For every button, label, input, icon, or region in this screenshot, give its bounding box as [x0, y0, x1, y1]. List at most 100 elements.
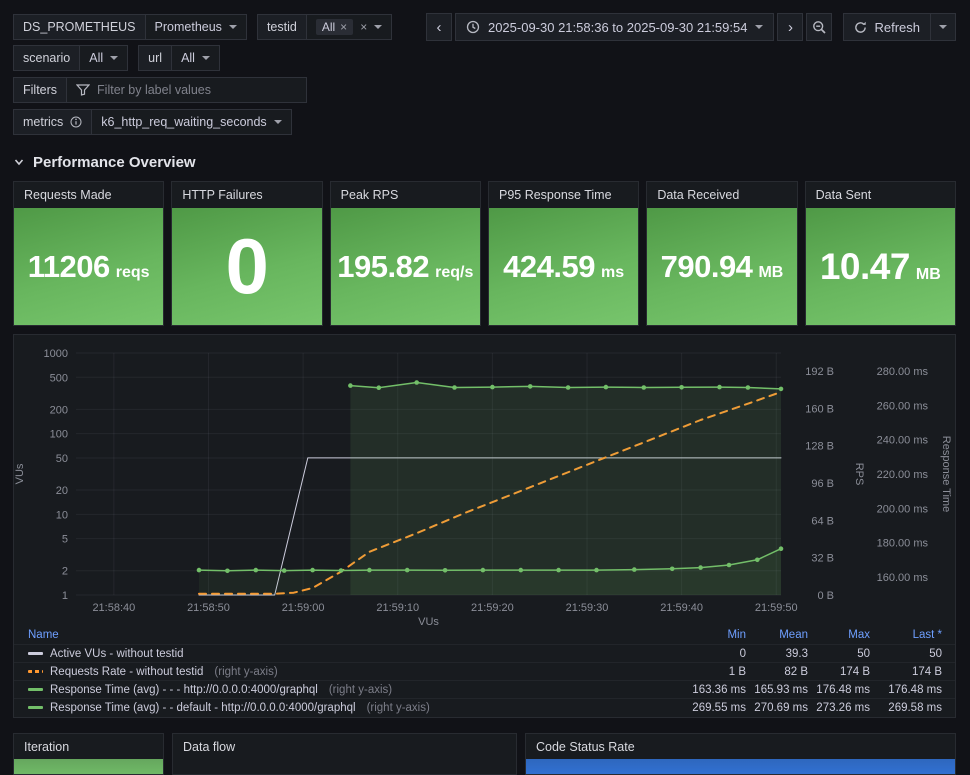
datasource-value: Prometheus [154, 20, 222, 34]
series-name: Response Time (avg) - - default - http:/… [50, 701, 356, 714]
svg-text:5: 5 [62, 534, 68, 546]
svg-text:260.00 ms: 260.00 ms [877, 400, 929, 412]
svg-text:128 B: 128 B [805, 441, 834, 453]
stat-panel-data-sent: Data Sent 10.47 MB [804, 181, 956, 326]
svg-text:200.00 ms: 200.00 ms [877, 503, 929, 515]
clear-all-icon[interactable]: × [360, 20, 368, 34]
svg-text:20: 20 [56, 485, 68, 497]
svg-text:32 B: 32 B [811, 553, 834, 565]
datasource-variable: DS_PROMETHEUS Prometheus [13, 14, 247, 40]
row-performance-overview[interactable]: Performance Overview [13, 151, 196, 173]
remove-chip-icon[interactable]: × [340, 20, 348, 34]
legend-col-name[interactable]: Name [28, 629, 59, 641]
series-name: Active VUs - without testid [50, 647, 184, 660]
series-line-icon [28, 652, 43, 655]
panel-title[interactable]: HTTP Failures [182, 188, 263, 202]
time-back-button[interactable]: ‹ [425, 13, 452, 41]
chevron-down-icon [939, 25, 947, 29]
svg-text:10: 10 [56, 509, 68, 521]
svg-text:280.00 ms: 280.00 ms [877, 366, 929, 378]
panel-title[interactable]: Data Sent [815, 188, 872, 202]
panel-title[interactable]: Data Received [657, 188, 740, 202]
legend-row[interactable]: Requests Rate - without testid (right y-a… [14, 662, 955, 680]
stat-value-area: 424.59 ms [488, 208, 639, 325]
url-variable: url All [138, 45, 220, 71]
stat-unit: MB [758, 263, 784, 281]
svg-text:160.00 ms: 160.00 ms [877, 572, 929, 584]
bottom-panel-row: Iteration Data flow Code Status Rate [13, 733, 956, 775]
toolbar-row-4: metrics k6_http_req_waiting_seconds [13, 109, 956, 135]
series-axis-note: (right y-axis) [366, 701, 430, 714]
svg-text:Response Time: Response Time [940, 436, 952, 512]
datasource-picker[interactable]: Prometheus [144, 14, 247, 40]
series-axis-note: (right y-axis) [328, 683, 393, 696]
panel-title[interactable]: Requests Made [24, 188, 112, 202]
legend-row[interactable]: Active VUs - without testid 0 39.3 50 50 [14, 644, 955, 662]
scenario-picker[interactable]: All [79, 45, 129, 71]
stat-panel-requests-made: Requests Made 11206 reqs [13, 181, 165, 326]
panel-title[interactable]: Peak RPS [340, 188, 399, 202]
testid-chip[interactable]: All × [315, 19, 354, 35]
filters-variable: Filters Filter by label values [13, 77, 308, 103]
svg-text:21:59:20: 21:59:20 [471, 602, 514, 614]
refresh-icon [854, 21, 867, 34]
svg-text:180.00 ms: 180.00 ms [877, 538, 929, 550]
svg-text:96 B: 96 B [811, 478, 834, 490]
chevron-down-icon [374, 25, 383, 29]
legend-stat-value: 163.36 ms [692, 683, 746, 696]
info-icon [70, 116, 82, 128]
toolbar-row-3: Filters Filter by label values [13, 77, 956, 103]
metrics-value: k6_http_req_waiting_seconds [101, 115, 267, 129]
panel-title[interactable]: Data flow [183, 739, 236, 754]
stat-panel-peak-rps: Peak RPS 195.82 req/s [329, 181, 481, 326]
svg-text:192 B: 192 B [805, 366, 834, 378]
panel-title[interactable]: Code Status Rate [536, 739, 635, 754]
testid-label: testid [256, 14, 307, 40]
time-forward-button[interactable]: › [777, 13, 804, 41]
legend-col-max[interactable]: Max [848, 629, 870, 641]
zoom-out-button[interactable] [806, 13, 833, 41]
panel-title[interactable]: P95 Response Time [498, 188, 612, 202]
legend-row[interactable]: Response Time (avg) - - - http://0.0.0.0… [14, 680, 955, 698]
stat-unit: ms [601, 263, 625, 281]
refresh-button[interactable]: Refresh [843, 13, 931, 41]
timeseries-chart[interactable]: 1 2 5 10 20 50 100 200 500 1000 21:58:40 21:58:50 21… [14, 341, 955, 629]
refresh-button-group: Refresh [843, 13, 956, 41]
legend-stat-value: 174 B [839, 665, 870, 678]
stat-value: 195.82 [337, 248, 430, 284]
chevron-down-icon [273, 120, 282, 124]
metrics-variable: metrics k6_http_req_waiting_seconds [13, 109, 292, 135]
stat-unit: MB [915, 265, 941, 283]
filters-input[interactable]: Filter by label values [66, 77, 308, 103]
legend-stat-value: 165.93 ms [754, 683, 808, 696]
time-controls: ‹ 2025-09-30 21:58:36 to 2025-09-30 21:5… [425, 13, 956, 41]
legend-col-last[interactable]: Last * [912, 629, 942, 641]
refresh-interval-dropdown[interactable] [930, 13, 956, 41]
stat-value: 790.94 [660, 248, 753, 284]
testid-picker[interactable]: All × × [305, 14, 393, 40]
legend-stat-value: 82 B [784, 665, 808, 678]
metrics-picker[interactable]: k6_http_req_waiting_seconds [91, 109, 292, 135]
url-picker[interactable]: All [171, 45, 220, 71]
panel-title[interactable]: Iteration [24, 739, 70, 754]
iteration-stat-bar [14, 759, 163, 774]
chevron-down-icon [14, 159, 24, 166]
url-value: All [181, 51, 195, 65]
stat-value: 11206 [27, 248, 111, 284]
legend-stat-value: 176.48 ms [888, 683, 942, 696]
svg-text:50: 50 [56, 453, 68, 465]
chevron-down-icon [201, 56, 210, 60]
legend-stat-value: 269.55 ms [692, 701, 746, 714]
stat-value: 0 [225, 222, 269, 310]
time-range-picker[interactable]: 2025-09-30 21:58:36 to 2025-09-30 21:59:… [454, 13, 775, 41]
legend-header: Name Min Mean Max Last * [14, 626, 955, 644]
legend-col-min[interactable]: Min [727, 629, 746, 641]
svg-text:21:59:30: 21:59:30 [566, 602, 609, 614]
legend-stat-value: 176.48 ms [816, 683, 870, 696]
data-flow-panel: Data flow [172, 733, 517, 775]
timeseries-panel: 1 2 5 10 20 50 100 200 500 1000 21:58:40 21:58:50 21… [13, 334, 956, 718]
filter-funnel-icon [76, 84, 91, 96]
legend-row[interactable]: Response Time (avg) - - default - http:/… [14, 698, 955, 716]
svg-text:1000: 1000 [44, 348, 68, 360]
legend-col-mean[interactable]: Mean [779, 629, 808, 641]
